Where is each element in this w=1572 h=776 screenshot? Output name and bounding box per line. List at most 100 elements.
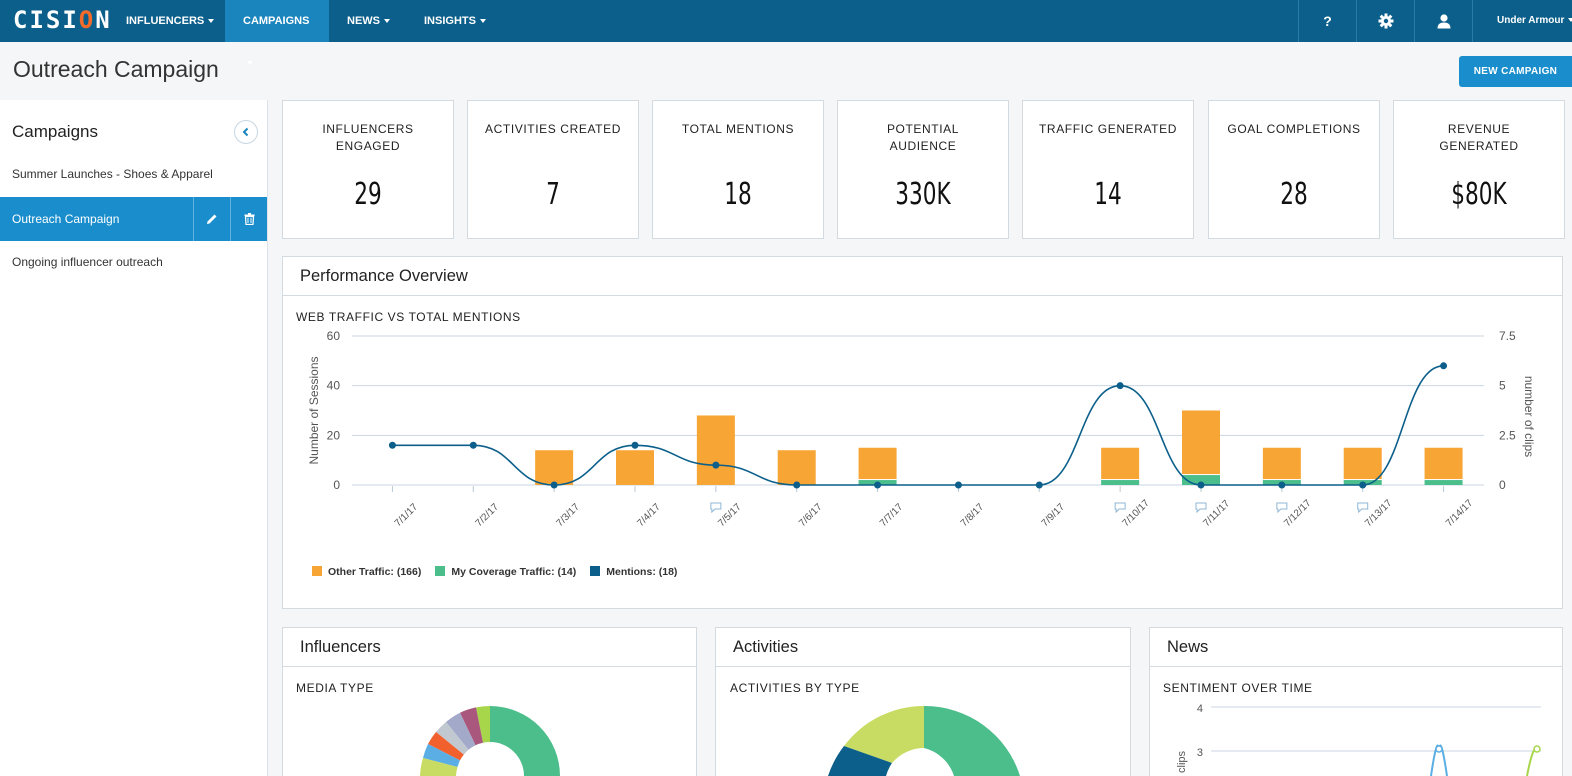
campaigns-sidebar: Campaigns Summer Launches - Shoes & Appa… (0, 100, 268, 776)
legend-item-mentions[interactable]: Mentions: (18) (590, 566, 677, 578)
sidebar-title: Campaigns (12, 122, 98, 141)
account-menu[interactable]: Under Armour (1472, 0, 1572, 42)
comment-icon (1114, 502, 1126, 514)
panel-title: Performance Overview (283, 257, 1562, 296)
bar-other-traffic (1262, 447, 1301, 480)
trash-icon (244, 213, 254, 225)
profile-button[interactable] (1414, 0, 1472, 42)
panel-title: Activities (716, 628, 1130, 667)
chevron-down-icon (208, 19, 215, 24)
bar-coverage-traffic (1424, 480, 1463, 485)
panel-title: News (1150, 628, 1562, 667)
account-name: Under Armour (1497, 15, 1565, 26)
nav-insights[interactable]: INSIGHTS (406, 0, 504, 42)
sidebar-item-label: Summer Launches - Shoes & Apparel (12, 167, 213, 181)
mentions-point (631, 441, 639, 449)
kpi-label: REVENUE GENERATED (1439, 122, 1519, 153)
legend-swatch (590, 566, 601, 576)
sentiment-line-positive (1526, 747, 1538, 776)
edit-campaign-button[interactable] (193, 197, 230, 241)
chevron-down-icon (384, 19, 390, 24)
sidebar-item-outreach-campaign[interactable]: Outreach Campaign (0, 197, 267, 241)
kpi-card-potential-audience: POTENTIAL AUDIENCE 330K (837, 100, 1009, 239)
right-axis-tick: 2.5 (1499, 428, 1516, 442)
kpi-label: ACTIVITIES CREATED (485, 122, 621, 136)
mentions-point (1035, 481, 1043, 489)
kpi-value: 7 (546, 177, 560, 212)
activities-panel: Activities (715, 627, 1131, 776)
x-tick-label: 7/10/17 (1120, 497, 1152, 529)
chart-legend: Other Traffic: (166) My Coverage Traffic… (312, 566, 677, 578)
bar-other-traffic (1343, 447, 1382, 480)
bar-coverage-traffic (1182, 475, 1220, 485)
mentions-point (954, 481, 962, 489)
influencers-panel: Influencers (282, 627, 697, 776)
nav-campaigns[interactable]: CAMPAIGNS (225, 0, 329, 66)
nav-news[interactable]: NEWS (329, 0, 408, 42)
bar-other-traffic (696, 415, 735, 485)
x-tick-label: 7/6/17 (797, 501, 825, 529)
donut-segment (420, 758, 458, 776)
collapse-sidebar-button[interactable] (234, 120, 258, 144)
kpi-label: TRAFFIC GENERATED (1039, 122, 1177, 136)
sidebar-item-ongoing-outreach[interactable]: Ongoing influencer outreach (0, 240, 267, 284)
activities-by-type-title: ACTIVITIES BY TYPE (730, 681, 860, 695)
right-axis-tick: 0 (1499, 478, 1506, 492)
kpi-value: 28 (1280, 177, 1308, 212)
right-axis-tick: 5 (1499, 379, 1506, 393)
page-title: Outreach Campaign (13, 56, 219, 82)
kpi-card-goal-completions: GOAL COMPLETIONS 28 (1208, 100, 1380, 239)
y-axis-label: Number of Sessions (307, 356, 321, 464)
x-tick-label: 7/7/17 (878, 501, 906, 529)
kpi-value: 330K (895, 177, 951, 212)
mentions-point (1116, 382, 1124, 390)
chevron-left-icon (242, 127, 249, 137)
sidebar-item-summer-launches[interactable]: Summer Launches - Shoes & Apparel (0, 152, 267, 196)
mentions-point (712, 461, 720, 469)
mentions-point (469, 441, 477, 449)
chevron-down-icon (1568, 18, 1572, 23)
x-tick-label: 7/4/17 (635, 501, 663, 529)
sentiment-chart: 4 3 clips (1176, 703, 1541, 776)
help-button[interactable]: ? (1298, 0, 1356, 42)
legend-item-coverage-traffic[interactable]: My Coverage Traffic: (14) (435, 566, 576, 578)
delete-campaign-button[interactable] (230, 197, 267, 241)
bar-other-traffic (858, 447, 897, 480)
kpi-card-traffic-generated: TRAFFIC GENERATED 14 (1022, 100, 1194, 239)
kpi-label: TOTAL MENTIONS (681, 122, 795, 136)
sentiment-ylabel: clips (1176, 750, 1188, 773)
left-axis-tick: 40 (327, 379, 341, 393)
donut-segment (924, 705, 1020, 776)
left-axis-tick: 0 (333, 478, 340, 492)
bar-coverage-traffic (1101, 480, 1140, 485)
cision-logo[interactable]: CISION (13, 6, 112, 34)
mentions-point (550, 481, 558, 489)
donut-segment (460, 707, 483, 746)
x-tick-label: 7/12/17 (1282, 497, 1314, 529)
new-campaign-button[interactable]: NEW CAMPAIGN (1459, 56, 1572, 87)
user-icon (1437, 14, 1450, 29)
comment-icon (1357, 502, 1369, 514)
settings-button[interactable] (1356, 0, 1414, 42)
chevron-down-icon (479, 19, 486, 24)
sentiment-ytick: 4 (1197, 703, 1203, 715)
kpi-card-activities-created: ACTIVITIES CREATED 7 (467, 100, 639, 239)
kpi-card-revenue-generated: REVENUE GENERATED $80K (1393, 100, 1565, 239)
sentiment-over-time-title: SENTIMENT OVER TIME (1163, 681, 1313, 695)
sentiment-point (1533, 745, 1541, 753)
bar-other-traffic (1101, 447, 1140, 480)
help-icon: ? (1323, 13, 1332, 29)
left-axis-tick: 20 (327, 428, 341, 442)
nav-influencers[interactable]: INFLUENCERS (108, 0, 232, 42)
x-tick-label: 7/2/17 (474, 501, 502, 529)
comment-icon (710, 502, 722, 514)
legend-swatch (312, 566, 322, 576)
donut-segment (828, 746, 892, 776)
x-tick-label: 7/1/17 (393, 501, 421, 529)
chevron-down-icon (247, 61, 253, 66)
kpi-label: GOAL COMPLETIONS (1227, 122, 1361, 136)
legend-item-other-traffic[interactable]: Other Traffic: (166) (312, 566, 421, 578)
donut-segment (436, 722, 469, 755)
sentiment-ytick: 3 (1197, 747, 1203, 759)
x-tick-label: 7/3/17 (554, 501, 582, 529)
